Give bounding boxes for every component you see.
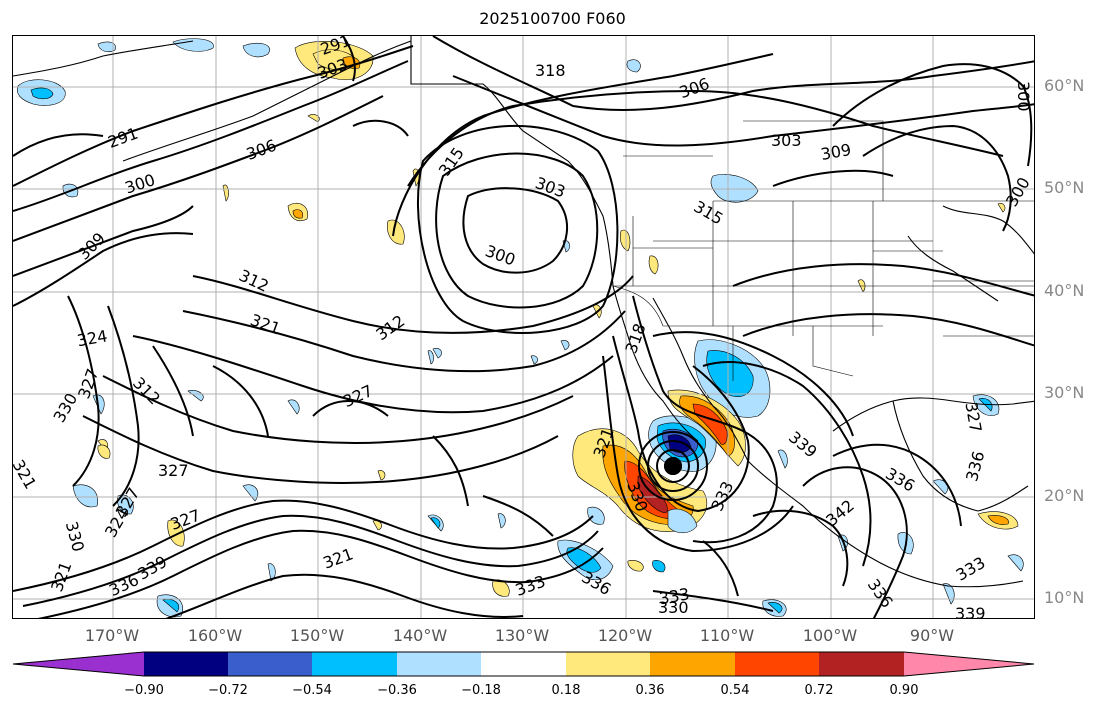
colorbar-outline <box>12 651 1035 677</box>
colorbar-tick: −0.54 <box>292 683 332 698</box>
contour-label: 309 <box>74 229 109 264</box>
contour-label: 336 <box>962 449 988 483</box>
colorbar-segment <box>650 652 735 676</box>
contour-label: 306 <box>244 136 279 164</box>
colorbar-segment <box>819 652 904 676</box>
colorbar-segment <box>566 652 650 676</box>
contour-label: 333 <box>953 553 989 585</box>
map-canvas: 291 303 318 306 303 309 300 291 300 306 … <box>13 36 1034 619</box>
coastlines <box>13 36 1034 588</box>
colorbar-tick: −0.90 <box>124 683 164 698</box>
contour-label: 324 <box>75 326 108 350</box>
lon-label-170w: 170°W <box>84 626 140 645</box>
colorbar-tick: −0.36 <box>377 683 417 698</box>
lat-label-30n: 30°N <box>1044 383 1085 402</box>
height-contours <box>13 36 1034 618</box>
colorbar-tick: 0.18 <box>551 683 581 698</box>
lon-label-120w: 120°W <box>597 626 653 645</box>
contour-label: 336 <box>882 464 918 496</box>
contour-label: 309 <box>819 140 852 164</box>
colorbar-segment <box>481 652 566 676</box>
lon-label-140w: 140°W <box>392 626 448 645</box>
contour-label: 342 <box>822 496 858 530</box>
contour-label: 327 <box>168 506 203 534</box>
colorbar-tick: 0.72 <box>804 683 834 698</box>
lat-label-10n: 10°N <box>1044 588 1085 607</box>
lon-label-150w: 150°W <box>289 626 345 645</box>
colorbar-tick: −0.18 <box>461 683 501 698</box>
colorbar-segment <box>397 652 481 676</box>
colorbar-tick: 0.90 <box>889 683 919 698</box>
lat-label-50n: 50°N <box>1044 178 1085 197</box>
lon-label-130w: 130°W <box>494 626 550 645</box>
contour-label: 333 <box>513 572 548 600</box>
contour-label: 339 <box>955 604 986 619</box>
lat-label-20n: 20°N <box>1044 486 1085 505</box>
contour-label: 327 <box>158 461 189 480</box>
colorbar-segment <box>228 652 312 676</box>
colorbar-tick: 0.36 <box>635 683 665 698</box>
contour-label: 333 <box>707 478 737 514</box>
contour-label: 300 <box>1014 81 1033 112</box>
colorbar-tick: 0.54 <box>720 683 750 698</box>
contour-label: 315 <box>435 144 468 180</box>
lat-label-60n: 60°N <box>1044 76 1085 95</box>
colorbar-segment <box>13 652 144 676</box>
contour-label: 303 <box>533 173 568 201</box>
hurricane-eye-marker <box>664 457 682 475</box>
contour-label: 321 <box>47 559 75 594</box>
contour-label: 291 <box>105 124 140 152</box>
map-title: 2025100700 F060 <box>479 9 626 28</box>
colorbar <box>12 651 1035 677</box>
lat-label-40n: 40°N <box>1044 281 1085 300</box>
contour-label: 312 <box>372 311 408 344</box>
colorbar-segment <box>144 652 228 676</box>
contour-label: 315 <box>691 197 727 229</box>
contour-label: 300 <box>483 241 518 269</box>
lon-label-100w: 100°W <box>802 626 858 645</box>
contour-label: 321 <box>320 544 355 572</box>
contour-label: 330 <box>658 598 689 617</box>
contour-label: 327 <box>961 401 985 434</box>
contour-label: 327 <box>340 381 376 411</box>
contour-label: 339 <box>785 427 821 461</box>
colorbar-tick: −0.72 <box>208 683 248 698</box>
contour-label: 321 <box>248 310 283 338</box>
map-panel: 291 303 318 306 303 309 300 291 300 306 … <box>12 35 1035 619</box>
lon-label-110w: 110°W <box>699 626 755 645</box>
contour-label: 321 <box>13 456 40 492</box>
contour-label: 306 <box>677 74 712 102</box>
colorbar-segment <box>735 652 819 676</box>
contour-label: 318 <box>535 61 566 80</box>
contour-label: 330 <box>62 519 88 553</box>
lon-label-160w: 160°W <box>187 626 243 645</box>
colorbar-segment <box>312 652 397 676</box>
contour-label: 300 <box>1002 174 1034 210</box>
contour-label: 300 <box>123 170 158 198</box>
contour-label: 303 <box>771 131 802 150</box>
lon-label-90w: 90°W <box>909 626 955 645</box>
colorbar-segment <box>904 652 1034 676</box>
